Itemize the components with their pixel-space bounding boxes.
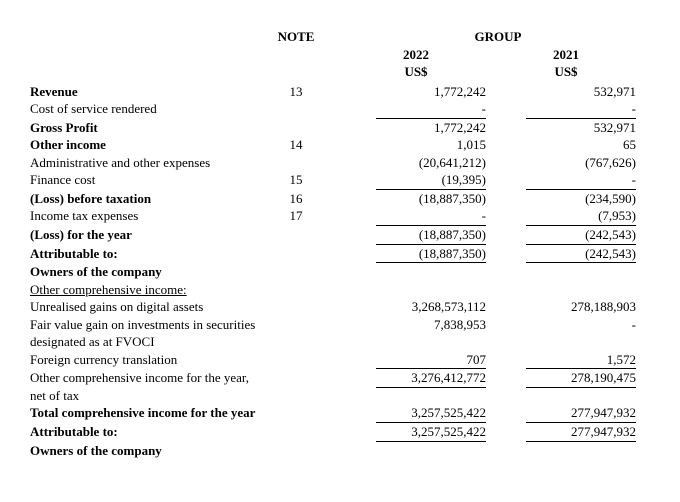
note-tax: 17 (266, 207, 326, 225)
v1-gross: 1,772,242 (376, 119, 486, 137)
v2-tax: (7,953) (526, 207, 636, 226)
v1-attrib2: 3,257,525,422 (376, 423, 486, 442)
v1-lossyr: (18,887,350) (376, 226, 486, 245)
v2-unrealised: 278,188,903 (526, 298, 636, 316)
row-admin: Administrative and other expenses (20,64… (30, 154, 650, 172)
v1-tax: - (376, 207, 486, 226)
header-note: NOTE (266, 28, 326, 46)
v2-cosr: - (526, 100, 636, 119)
v2-attrib2: 277,947,932 (526, 423, 636, 442)
label-oci: Other comprehensive income: (30, 281, 266, 299)
v2-tci: 277,947,932 (526, 404, 636, 423)
v2-fx: 1,572 (526, 351, 636, 370)
note-fincost: 15 (266, 171, 326, 189)
label-attrib2: Attributable to: (30, 423, 266, 441)
label-lossyr: (Loss) for the year (30, 226, 266, 244)
v2-lossbt: (234,590) (526, 190, 636, 208)
v1-revenue: 1,772,242 (376, 83, 486, 101)
row-oci: Other comprehensive income: (30, 281, 650, 299)
row-otherinc: Other income 14 1,015 65 (30, 136, 650, 154)
v1-otherinc: 1,015 (376, 136, 486, 154)
v2-revenue: 532,971 (526, 83, 636, 101)
header-cur-2: US$ (496, 63, 646, 81)
row-fincost: Finance cost 15 (19,395) - (30, 171, 650, 190)
row-cosr: Cost of service rendered - - (30, 100, 650, 119)
row-gross: Gross Profit 1,772,242 532,971 (30, 119, 650, 137)
header-year-1: 2022 (346, 46, 496, 64)
v1-tci: 3,257,525,422 (376, 404, 486, 423)
label-tax: Income tax expenses (30, 207, 266, 225)
row-revenue: Revenue 13 1,772,242 532,971 (30, 83, 650, 101)
label-lossbt: (Loss) before taxation (30, 190, 266, 208)
label-fvgain: Fair value gain on investments in securi… (30, 316, 266, 351)
v2-gross: 532,971 (526, 119, 636, 137)
v2-admin: (767,626) (526, 154, 636, 172)
v1-lossbt: (18,887,350) (376, 190, 486, 208)
v2-otherinc: 65 (526, 136, 636, 154)
label-admin: Administrative and other expenses (30, 154, 266, 172)
label-fincost: Finance cost (30, 171, 266, 189)
label-ociyr: Other comprehensive income for the year,… (30, 369, 266, 404)
v1-cosr: - (376, 100, 486, 119)
header-row-1: NOTE GROUP (30, 28, 650, 46)
header-row-years: 2022 2021 (30, 46, 650, 64)
note-revenue: 13 (266, 83, 326, 101)
note-otherinc: 14 (266, 136, 326, 154)
row-attrib2: Attributable to: 3,257,525,422 277,947,9… (30, 423, 650, 442)
v2-ociyr: 278,190,475 (526, 369, 636, 388)
v2-fvgain: - (526, 316, 636, 334)
v1-fincost: (19,395) (376, 171, 486, 190)
label-tci: Total comprehensive income for the year (30, 404, 266, 422)
note-lossbt: 16 (266, 190, 326, 208)
v1-admin: (20,641,212) (376, 154, 486, 172)
v2-attrib1: (242,543) (526, 245, 636, 264)
row-owners2: Owners of the company (30, 442, 650, 460)
header-year-2: 2021 (496, 46, 646, 64)
v1-ociyr: 3,276,412,772 (376, 369, 486, 388)
label-unrealised: Unrealised gains on digital assets (30, 298, 266, 316)
label-owners2: Owners of the company (30, 442, 266, 460)
label-cosr: Cost of service rendered (30, 100, 266, 118)
row-unrealised: Unrealised gains on digital assets 3,268… (30, 298, 650, 316)
label-revenue: Revenue (30, 83, 266, 101)
row-fx: Foreign currency translation 707 1,572 (30, 351, 650, 370)
row-lossbt: (Loss) before taxation 16 (18,887,350) (… (30, 190, 650, 208)
row-tci: Total comprehensive income for the year … (30, 404, 650, 423)
row-attrib1: Attributable to: (18,887,350) (242,543) (30, 245, 650, 264)
v2-fincost: - (526, 171, 636, 190)
label-owners1: Owners of the company (30, 263, 266, 281)
v1-attrib1: (18,887,350) (376, 245, 486, 264)
v1-unrealised: 3,268,573,112 (376, 298, 486, 316)
header-row-currency: US$ US$ (30, 63, 650, 81)
label-gross: Gross Profit (30, 119, 266, 137)
row-fvgain: Fair value gain on investments in securi… (30, 316, 650, 351)
header-group: GROUP (346, 28, 650, 46)
label-fx: Foreign currency translation (30, 351, 266, 369)
header-cur-1: US$ (346, 63, 496, 81)
row-tax: Income tax expenses 17 - (7,953) (30, 207, 650, 226)
row-ociyr: Other comprehensive income for the year,… (30, 369, 650, 404)
row-owners1: Owners of the company (30, 263, 650, 281)
label-otherinc: Other income (30, 136, 266, 154)
v1-fx: 707 (376, 351, 486, 370)
row-lossyr: (Loss) for the year (18,887,350) (242,54… (30, 226, 650, 245)
v1-fvgain: 7,838,953 (376, 316, 486, 334)
v2-lossyr: (242,543) (526, 226, 636, 245)
label-attrib1: Attributable to: (30, 245, 266, 263)
